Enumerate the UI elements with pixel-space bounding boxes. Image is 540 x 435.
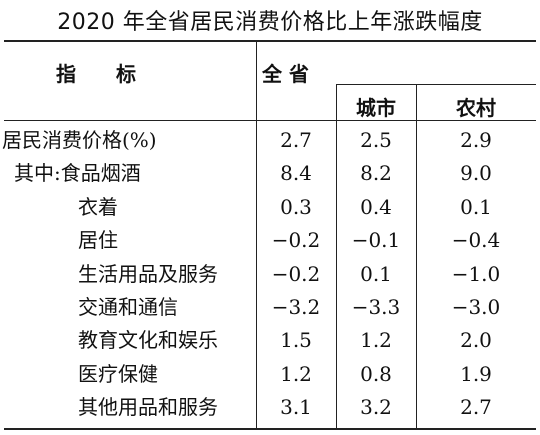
cell-rural: −1.0	[451, 261, 501, 286]
row-label: 其他用品和服务	[78, 395, 218, 420]
table-top-rule	[4, 40, 536, 42]
cell-province: 1.5	[280, 328, 312, 353]
cell-rural: −3.0	[451, 295, 501, 319]
cell-province: −3.2	[271, 295, 321, 319]
cell-province: 0.3	[280, 194, 312, 219]
header-urban: 城市	[356, 96, 396, 120]
column-divider	[336, 84, 337, 428]
row-label: 生活用品及服务	[78, 261, 218, 286]
row-label: 居民消费价格(%)	[2, 128, 157, 152]
cell-urban: −3.3	[351, 295, 401, 319]
cell-urban: 8.2	[360, 161, 392, 186]
header-indicator: 指 标	[56, 62, 136, 86]
cell-urban: 0.1	[360, 261, 392, 286]
cell-urban: 3.2	[360, 395, 392, 420]
cell-rural: −0.4	[451, 228, 501, 253]
cell-province: 8.4	[280, 161, 312, 186]
cell-province: −0.2	[271, 228, 321, 253]
row-label: 教育文化和娱乐	[78, 328, 218, 353]
column-divider	[256, 41, 257, 428]
row-label: 医疗保健	[78, 361, 158, 386]
cell-rural: 1.9	[460, 361, 492, 386]
cell-rural: 2.9	[460, 128, 492, 152]
row-label: 交通和通信	[78, 295, 178, 319]
header-rural: 农村	[456, 96, 496, 120]
cell-province: −0.2	[271, 261, 321, 286]
cell-province: 2.7	[280, 128, 312, 152]
page-title: 2020 年全省居民消费价格比上年涨跌幅度	[57, 10, 483, 35]
row-label: 衣着	[78, 194, 118, 219]
cell-province: 3.1	[280, 395, 312, 420]
cell-urban: 1.2	[360, 328, 392, 353]
table-bottom-rule	[4, 428, 536, 430]
subheader-rule	[336, 84, 536, 85]
row-label: 其中:食品烟酒	[14, 161, 141, 186]
cell-urban: 0.4	[360, 194, 392, 219]
cell-rural: 9.0	[460, 161, 492, 186]
header-bottom-rule	[4, 120, 536, 121]
header-province: 全 省	[262, 62, 309, 86]
cell-urban: 0.8	[360, 361, 392, 386]
row-label: 居住	[78, 228, 118, 253]
cell-urban: −0.1	[351, 228, 401, 253]
cell-rural: 2.0	[460, 328, 492, 353]
cell-rural: 2.7	[460, 395, 492, 420]
cell-rural: 0.1	[460, 194, 492, 219]
cell-urban: 2.5	[360, 128, 392, 152]
column-divider	[416, 84, 417, 428]
cell-province: 1.2	[280, 361, 312, 386]
